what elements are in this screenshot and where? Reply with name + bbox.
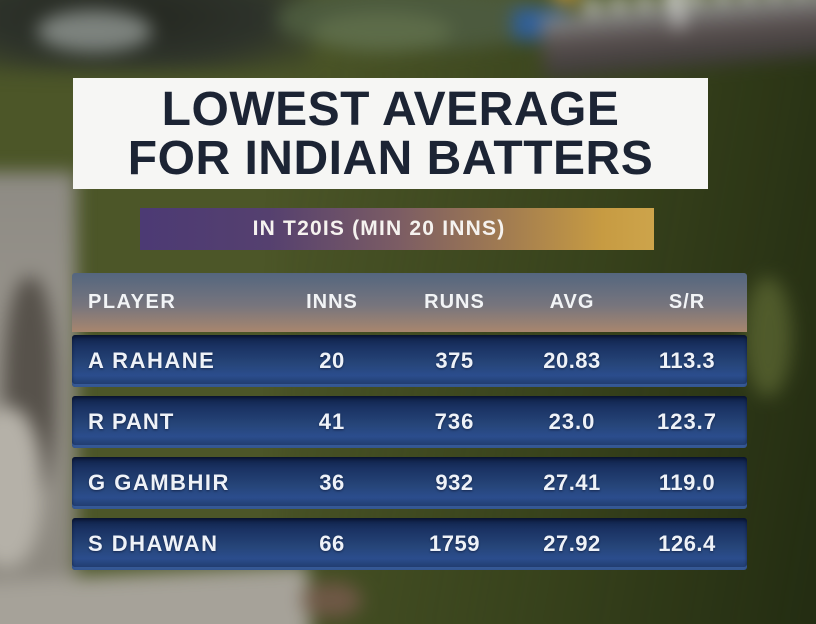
inns-value: 36 — [319, 470, 345, 495]
bg-brown-blob — [302, 582, 362, 618]
sr-value: 123.7 — [656, 409, 718, 434]
table-row-gambhir: G GAMBHIR 36 932 27.41 119.0 — [72, 457, 747, 509]
bg-yellow-blob — [552, 0, 580, 4]
inns-value: 20 — [319, 348, 345, 373]
bg-white-post — [674, 0, 683, 28]
runs-value: 736 — [434, 409, 475, 434]
runs-value: 375 — [435, 348, 474, 373]
avg-value: 23.0 — [548, 409, 596, 434]
column-header-player: PLAYER — [88, 291, 177, 313]
inns-value: 66 — [319, 531, 345, 556]
player-name: A RAHANE — [88, 348, 216, 373]
sr-value: 126.4 — [658, 531, 716, 556]
inns-value: 41 — [318, 409, 346, 434]
title-line-1: LOWEST AVERAGE — [161, 82, 620, 136]
avg-value: 20.83 — [543, 348, 601, 373]
sr-value: 113.3 — [658, 348, 716, 373]
bg-foliage-highlight — [312, 12, 452, 52]
column-header-sr: S/R — [668, 291, 706, 313]
table-row-pant-highlighted: R PANT 41 736 23.0 123.7 — [72, 396, 747, 448]
column-header-inns: INNS — [306, 291, 358, 313]
player-name: R PANT — [88, 409, 175, 434]
table-header-row: PLAYER INNS RUNS AVG S/R — [72, 273, 747, 332]
title-line-2: FOR INDIAN BATTERS — [127, 131, 654, 185]
table-row-dhawan: S DHAWAN 66 1759 27.92 126.4 — [72, 518, 747, 570]
stats-table: PLAYER INNS RUNS AVG S/R A RAHANE 20 375… — [72, 273, 747, 570]
title-card: LOWEST AVERAGE FOR INDIAN BATTERS — [73, 78, 708, 189]
table-row-rahane: A RAHANE 20 375 20.83 113.3 — [72, 335, 747, 387]
sr-value: 119.0 — [658, 470, 716, 495]
avg-value: 27.41 — [543, 470, 601, 495]
subtitle-banner: IN T20IS (MIN 20 INNS) — [140, 208, 654, 250]
player-name: S DHAWAN — [88, 531, 219, 556]
subtitle-text: IN T20IS (MIN 20 INNS) — [252, 217, 506, 240]
avg-value: 27.92 — [543, 531, 601, 556]
bg-light-patch — [37, 10, 152, 52]
runs-value: 1759 — [429, 531, 480, 556]
column-header-avg: AVG — [549, 291, 595, 313]
runs-value: 932 — [435, 470, 474, 495]
player-name: G GAMBHIR — [88, 470, 230, 495]
bg-grass-streak — [744, 277, 792, 397]
column-header-runs: RUNS — [424, 291, 485, 313]
